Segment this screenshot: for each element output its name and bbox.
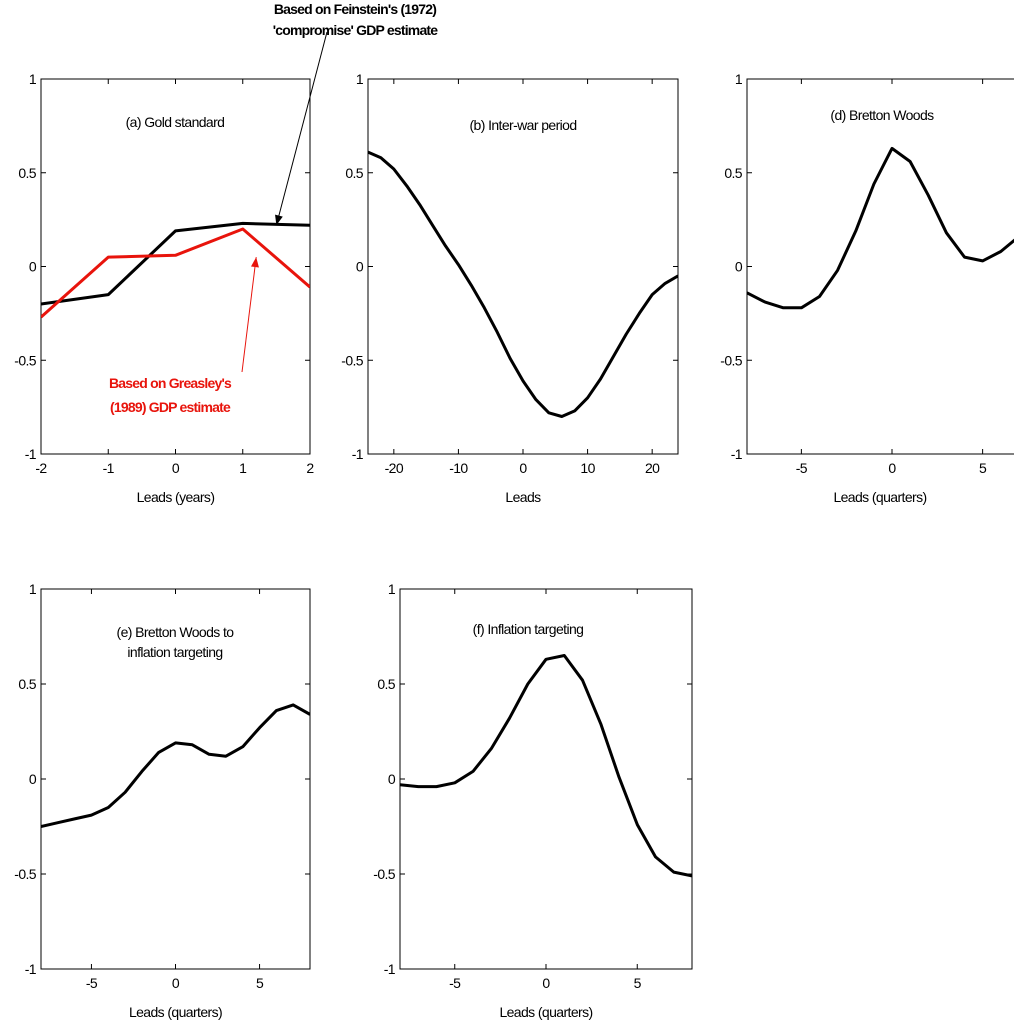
panel-title: inflation targeting bbox=[127, 644, 222, 660]
y-tick-label: -0.5 bbox=[14, 352, 37, 368]
panel-b: -1 -0.5 0 0.5 1 -20 -10 0 10 20 Leads (b) Inter-war… bbox=[341, 71, 679, 505]
panel-e: -1 -0.5 0 0.5 1 -5 0 5 Leads (quarters) (e) Brett… bbox=[14, 581, 311, 1020]
annotation-arrowhead bbox=[275, 214, 283, 226]
x-tick-label: -2 bbox=[35, 460, 47, 476]
y-tick-label: 0 bbox=[356, 259, 364, 275]
y-tick-label: -0.5 bbox=[720, 352, 743, 368]
y-tick-label: -1 bbox=[25, 446, 37, 462]
x-tick-label: 0 bbox=[519, 460, 527, 476]
y-tick-label: 1 bbox=[356, 71, 364, 87]
annotation-label: 'compromise' GDP estimate bbox=[273, 22, 439, 38]
y-tick-label: -1 bbox=[384, 961, 396, 977]
y-tick-label: -0.5 bbox=[14, 866, 37, 882]
panel-title: (e) Bretton Woods to bbox=[117, 624, 235, 640]
x-tick-label: 10 bbox=[580, 460, 595, 476]
x-tick-label: -5 bbox=[449, 975, 461, 991]
y-tick-label: 0.5 bbox=[377, 676, 395, 692]
x-tick-label: 2 bbox=[306, 460, 314, 476]
x-axis-label: Leads (quarters) bbox=[833, 489, 926, 505]
y-tick-label: 1 bbox=[29, 71, 37, 87]
y-tick-label: -1 bbox=[731, 446, 743, 462]
y-tick-label: -0.5 bbox=[373, 866, 396, 882]
x-tick-label: -20 bbox=[385, 460, 404, 476]
x-axis-label: Leads (quarters) bbox=[129, 1004, 222, 1020]
panel-f: -1 -0.5 0 0.5 1 -5 0 5 Leads (quarters) (f) Infla… bbox=[373, 581, 693, 1020]
x-axis-label: Leads (quarters) bbox=[499, 1004, 592, 1020]
annotation-label: Based on Feinstein's (1972) bbox=[274, 1, 436, 17]
annotation-label: Based on Greasley's bbox=[109, 375, 232, 391]
panel-d: -1 -0.5 0 0.5 1 -5 0 5 Leads (quarters) (d) Brett… bbox=[720, 71, 1014, 505]
x-tick-label: 5 bbox=[256, 975, 264, 991]
y-tick-label: 0.5 bbox=[345, 165, 363, 181]
x-tick-label: -5 bbox=[86, 975, 98, 991]
x-tick-label: -5 bbox=[796, 460, 808, 476]
x-tick-label: 5 bbox=[979, 460, 987, 476]
x-tick-label: -1 bbox=[103, 460, 115, 476]
series-line-0 bbox=[368, 150, 678, 418]
series-line-1 bbox=[41, 227, 310, 319]
series-line-0 bbox=[400, 654, 692, 878]
axes-box bbox=[399, 588, 693, 970]
y-tick-label: 0.5 bbox=[724, 165, 742, 181]
series-line-0 bbox=[41, 703, 310, 828]
series-line-0 bbox=[747, 146, 1014, 310]
y-tick-label: 1 bbox=[29, 581, 37, 597]
x-tick-label: 0 bbox=[888, 460, 896, 476]
panel-title: (b) Inter-war period bbox=[469, 117, 576, 133]
x-tick-label: 20 bbox=[645, 460, 660, 476]
x-axis-label: Leads bbox=[505, 489, 541, 505]
y-tick-label: 1 bbox=[735, 71, 743, 87]
panel-title: (f) Inflation targeting bbox=[473, 621, 584, 637]
panel-title: (d) Bretton Woods bbox=[830, 107, 934, 123]
x-tick-label: -10 bbox=[449, 460, 468, 476]
annotation-arrowhead bbox=[251, 257, 259, 268]
annotation-arrow bbox=[241, 257, 257, 373]
y-tick-label: 0.5 bbox=[18, 676, 36, 692]
x-tick-label: 0 bbox=[172, 975, 180, 991]
y-tick-label: 1 bbox=[388, 581, 396, 597]
y-tick-label: 0 bbox=[29, 771, 37, 787]
y-tick-label: -1 bbox=[352, 446, 364, 462]
series-line-0 bbox=[41, 221, 310, 306]
y-tick-label: -0.5 bbox=[341, 352, 364, 368]
x-tick-label: 1 bbox=[239, 460, 247, 476]
y-tick-label: -1 bbox=[25, 961, 37, 977]
annotation-arrow bbox=[275, 31, 328, 226]
x-tick-label: 0 bbox=[172, 460, 180, 476]
x-tick-label: 0 bbox=[542, 975, 550, 991]
axes-box bbox=[367, 78, 679, 455]
y-tick-label: 0 bbox=[735, 259, 743, 275]
y-tick-label: 0.5 bbox=[18, 165, 36, 181]
x-tick-label: 5 bbox=[634, 975, 642, 991]
axes-box bbox=[40, 78, 311, 455]
y-tick-label: 0 bbox=[388, 771, 396, 787]
y-tick-label: 0 bbox=[29, 259, 37, 275]
panel-title: (a) Gold standard bbox=[126, 114, 225, 130]
x-axis-label: Leads (years) bbox=[137, 489, 215, 505]
annotation-label: (1989) GDP estimate bbox=[110, 399, 231, 415]
axes-box bbox=[746, 78, 1014, 455]
